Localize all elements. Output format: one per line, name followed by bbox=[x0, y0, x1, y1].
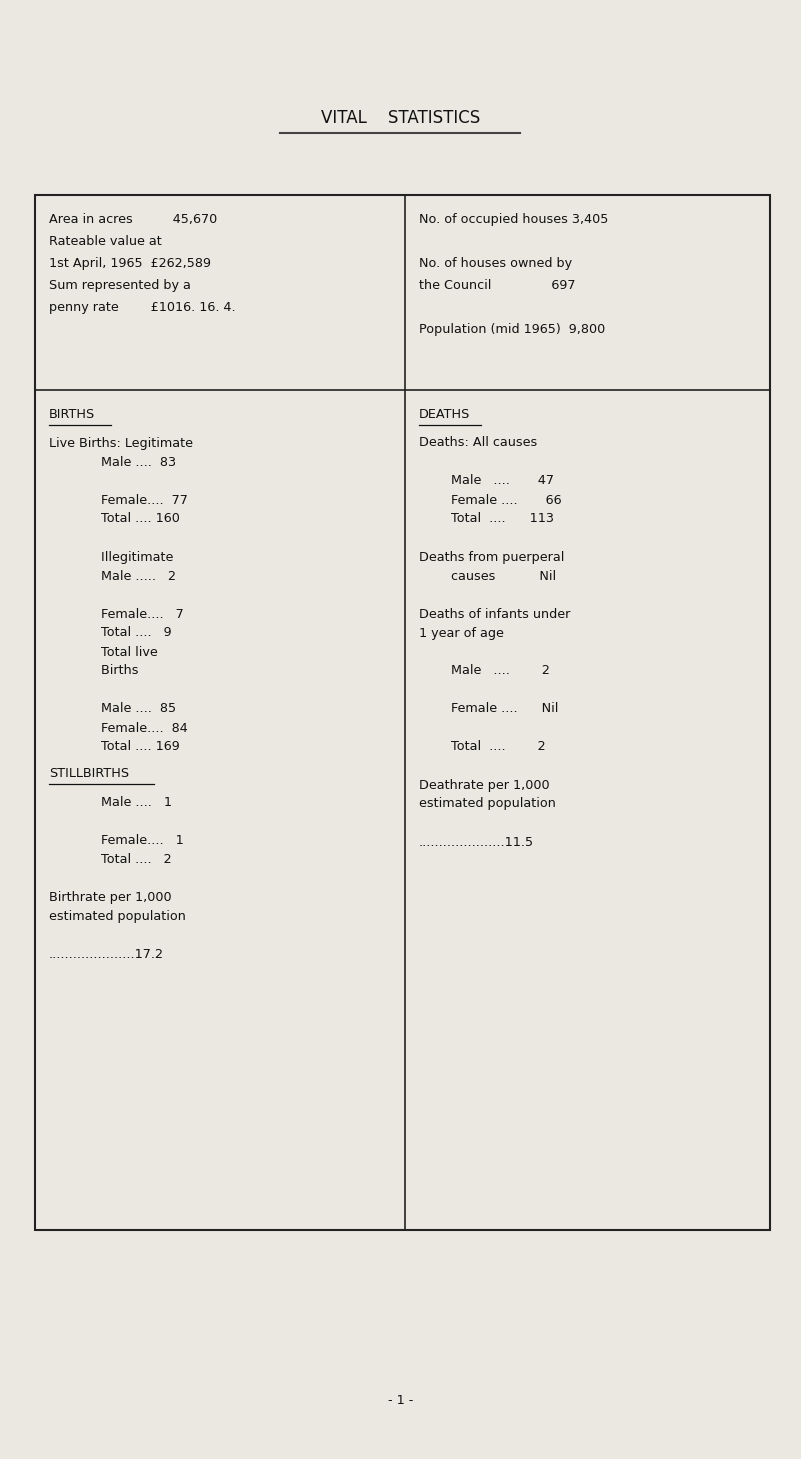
Text: Female....   1: Female.... 1 bbox=[49, 833, 183, 846]
Text: Female....  77: Female.... 77 bbox=[49, 493, 188, 506]
Text: Deaths: All causes: Deaths: All causes bbox=[419, 436, 537, 449]
Text: Male ....   1: Male .... 1 bbox=[49, 795, 172, 808]
Text: Female ....      Nil: Female .... Nil bbox=[419, 702, 558, 715]
Text: estimated population: estimated population bbox=[419, 798, 556, 811]
Text: Male ....  85: Male .... 85 bbox=[49, 702, 176, 715]
Text: Population (mid 1965)  9,800: Population (mid 1965) 9,800 bbox=[419, 322, 606, 336]
Text: Illegitimate: Illegitimate bbox=[49, 550, 173, 563]
Text: Male .....   2: Male ..... 2 bbox=[49, 569, 176, 582]
Text: 1st April, 1965  £262,589: 1st April, 1965 £262,589 bbox=[49, 257, 211, 270]
Text: Male ....  83: Male .... 83 bbox=[49, 455, 176, 468]
Text: Total  ....        2: Total .... 2 bbox=[419, 741, 545, 753]
Text: Total live: Total live bbox=[49, 645, 158, 658]
Text: Female....   7: Female.... 7 bbox=[49, 607, 183, 620]
Text: the Council               697: the Council 697 bbox=[419, 279, 575, 292]
Text: Deathrate per 1,000: Deathrate per 1,000 bbox=[419, 779, 549, 791]
Text: STILLBIRTHS: STILLBIRTHS bbox=[49, 767, 129, 781]
Text: DEATHS: DEATHS bbox=[419, 409, 470, 422]
Text: Birthrate per 1,000: Birthrate per 1,000 bbox=[49, 890, 171, 903]
Text: Total .... 160: Total .... 160 bbox=[49, 512, 180, 525]
Text: Total ....   2: Total .... 2 bbox=[49, 852, 171, 865]
Text: Sum represented by a: Sum represented by a bbox=[49, 279, 191, 292]
Text: Rateable value at: Rateable value at bbox=[49, 235, 162, 248]
Text: Total  ....      113: Total .... 113 bbox=[419, 512, 554, 525]
Text: Total ....   9: Total .... 9 bbox=[49, 626, 171, 639]
Text: BIRTHS: BIRTHS bbox=[49, 409, 95, 422]
Text: VITAL    STATISTICS: VITAL STATISTICS bbox=[321, 109, 480, 127]
Text: No. of houses owned by: No. of houses owned by bbox=[419, 257, 572, 270]
Text: No. of occupied houses 3,405: No. of occupied houses 3,405 bbox=[419, 213, 609, 226]
Text: Deaths from puerperal: Deaths from puerperal bbox=[419, 550, 565, 563]
Text: .....................17.2: .....................17.2 bbox=[49, 947, 164, 960]
Text: Female ....       66: Female .... 66 bbox=[419, 493, 562, 506]
Text: Total .... 169: Total .... 169 bbox=[49, 741, 179, 753]
Text: penny rate        £1016. 16. 4.: penny rate £1016. 16. 4. bbox=[49, 301, 235, 314]
Text: Male   ....       47: Male .... 47 bbox=[419, 474, 554, 487]
Text: Male   ....        2: Male .... 2 bbox=[419, 664, 549, 677]
Text: Births: Births bbox=[49, 664, 139, 677]
Text: Female....  84: Female.... 84 bbox=[49, 722, 187, 734]
Text: Deaths of infants under: Deaths of infants under bbox=[419, 607, 570, 620]
Bar bbox=[35, 196, 770, 1230]
Text: estimated population: estimated population bbox=[49, 909, 186, 922]
Text: Live Births: Legitimate: Live Births: Legitimate bbox=[49, 436, 193, 449]
Text: Area in acres          45,670: Area in acres 45,670 bbox=[49, 213, 217, 226]
Text: - 1 -: - 1 - bbox=[388, 1393, 413, 1406]
Text: 1 year of age: 1 year of age bbox=[419, 626, 504, 639]
Text: .....................11.5: .....................11.5 bbox=[419, 836, 534, 849]
Text: causes           Nil: causes Nil bbox=[419, 569, 556, 582]
